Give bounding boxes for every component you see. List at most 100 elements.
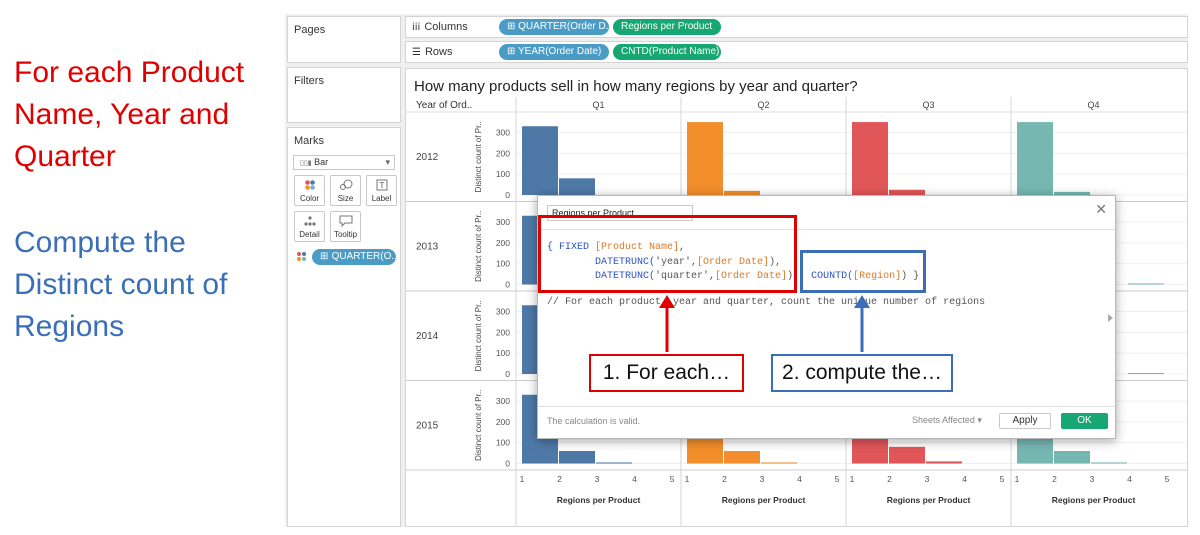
color-dots-icon	[297, 252, 306, 261]
filters-title: Filters	[294, 75, 324, 87]
label-label: Label	[371, 194, 392, 203]
rows-pill-cntd[interactable]: CNTD(Product Name)	[613, 44, 721, 60]
detail-icon	[295, 215, 324, 230]
calculation-dialog: Regions per Product ✕ { FIXED [Product N…	[537, 195, 1116, 439]
x-tick-label: 3	[595, 474, 600, 484]
close-icon[interactable]: ✕	[1095, 202, 1107, 218]
code-comment[interactable]: // For each product, year and quarter, c…	[547, 297, 986, 308]
x-tick-label: 2	[722, 474, 727, 484]
mark-type-dropdown[interactable]: ▯▯▮ Bar ▾	[293, 155, 395, 170]
scroll-right-icon[interactable]	[1108, 314, 1113, 322]
ok-button[interactable]: OK	[1061, 413, 1108, 429]
tooltip-button[interactable]: Tooltip	[330, 211, 361, 242]
plus-box-icon: ⊞	[320, 251, 332, 262]
x-tick-label: 5	[670, 474, 675, 484]
compute-highlight	[800, 250, 926, 293]
dialog-divider	[538, 229, 1115, 230]
heading-blue: Compute the Distinct count of Regions	[14, 226, 228, 343]
x-tick-label: 4	[797, 474, 802, 484]
y-axis-title: Distinct count of Pr..	[474, 121, 483, 192]
bar-2012-q3-x2	[889, 189, 925, 195]
quarter-color-pill[interactable]: ⊞ QUARTER(O..	[312, 249, 396, 265]
dialog-footer-divider	[538, 406, 1115, 407]
bar-2015-q1-x3	[596, 462, 632, 464]
bar-2015-q3-x3	[926, 461, 962, 464]
sheets-affected-button[interactable]: Sheets Affected ▾	[912, 415, 982, 425]
code-year-string: 'year'	[655, 257, 692, 268]
bar-2015-q2-x2	[724, 451, 760, 464]
code-region-field: [Region]	[853, 271, 902, 282]
detail-label: Detail	[299, 230, 320, 239]
bar-2012-q1-x2	[559, 178, 595, 195]
y-tick-label: 100	[496, 169, 510, 179]
rows-shelf[interactable]: ☰ Rows ⊞ YEAR(Order Date) CNTD(Product Na…	[405, 41, 1188, 63]
color-label: Color	[299, 194, 320, 203]
rows-pill-year[interactable]: ⊞ YEAR(Order Date)	[499, 44, 609, 60]
bar-2015-q4-x3	[1091, 462, 1127, 464]
code-line2-end: ),	[769, 257, 782, 268]
x-axis-title: Regions per Product	[722, 495, 806, 505]
columns-shelf-label: iii Columns	[412, 21, 468, 33]
bar-2015-q2-x3	[761, 462, 797, 464]
detail-button[interactable]: Detail	[294, 211, 325, 242]
bar-2012-q2-x1	[687, 122, 723, 195]
x-tick-label: 2	[1052, 474, 1057, 484]
year-label-2012: 2012	[416, 152, 439, 163]
color-icon	[295, 179, 324, 194]
y-tick-label: 100	[496, 348, 510, 358]
code-line1-end: ,	[679, 242, 686, 253]
y-tick-label: 200	[496, 238, 510, 248]
code-line-1[interactable]: { FIXED [Product Name],	[547, 240, 685, 255]
bar-2014-q4-x4	[1128, 372, 1164, 374]
bar-2012-q3-x1	[852, 122, 888, 195]
year-label-2013: 2013	[416, 241, 439, 252]
code-sep-2: ,	[709, 271, 716, 282]
y-tick-label: 100	[496, 438, 510, 448]
for-each-highlight	[538, 215, 797, 293]
mark-type-value: Bar	[314, 157, 329, 167]
code-fixed-keyword: { FIXED	[547, 242, 596, 253]
bar-2015-q1-x2	[559, 451, 595, 464]
label-button[interactable]: T Label	[366, 175, 397, 206]
code-line-2[interactable]: DATETRUNC('year',[Order Date]),	[595, 255, 781, 270]
size-button[interactable]: Size	[330, 175, 361, 206]
marks-card: Marks ▯▯▮ Bar ▾ Color Size T Label	[287, 127, 401, 527]
filters-card[interactable]: Filters	[287, 67, 401, 123]
x-axis-title: Regions per Product	[557, 495, 641, 505]
marks-title: Marks	[294, 135, 324, 147]
x-tick-label: 3	[1090, 474, 1095, 484]
pages-card[interactable]: Pages	[287, 16, 401, 63]
x-axis-title: Regions per Product	[887, 495, 971, 505]
svg-text:T: T	[379, 181, 384, 190]
y-axis-title: Distinct count of Pr..	[474, 300, 483, 371]
bar-icon: ▯▯▮	[300, 159, 312, 167]
x-tick-label: 5	[1165, 474, 1170, 484]
columns-icon: iii	[412, 22, 421, 33]
year-label-2014: 2014	[416, 331, 439, 342]
heading-red: For each Product Name, Year and Quarter	[14, 56, 245, 173]
y-axis-title: Distinct count of Pr..	[474, 390, 483, 461]
quarter-header-q2: Q2	[757, 100, 769, 110]
y-tick-label: 0	[505, 190, 510, 200]
bar-2015-q4-x2	[1054, 451, 1090, 464]
x-tick-label: 5	[1000, 474, 1005, 484]
bar-2012-q2-x2	[724, 190, 760, 195]
columns-pill-quarter[interactable]: ⊞ QUARTER(Order D..	[499, 19, 609, 35]
calc-name-input[interactable]: Regions per Product	[547, 205, 693, 221]
y-tick-label: 300	[496, 307, 510, 317]
columns-shelf[interactable]: iii Columns ⊞ QUARTER(Order D.. Regions p…	[405, 16, 1188, 38]
x-tick-label: 1	[685, 474, 690, 484]
row-header-label: Year of Ord..	[416, 100, 472, 111]
color-button[interactable]: Color	[294, 175, 325, 206]
apply-button[interactable]: Apply	[999, 413, 1051, 429]
y-tick-label: 200	[496, 417, 510, 427]
y-axis-title: Distinct count of Pr..	[474, 211, 483, 282]
code-sep-1: ,	[691, 257, 698, 268]
y-tick-label: 200	[496, 327, 510, 337]
columns-pill-regions[interactable]: Regions per Product	[613, 19, 721, 35]
x-tick-label: 2	[557, 474, 562, 484]
x-tick-label: 1	[850, 474, 855, 484]
pages-title: Pages	[294, 24, 326, 36]
quarter-header-q4: Q4	[1087, 100, 1099, 110]
x-tick-label: 4	[962, 474, 967, 484]
